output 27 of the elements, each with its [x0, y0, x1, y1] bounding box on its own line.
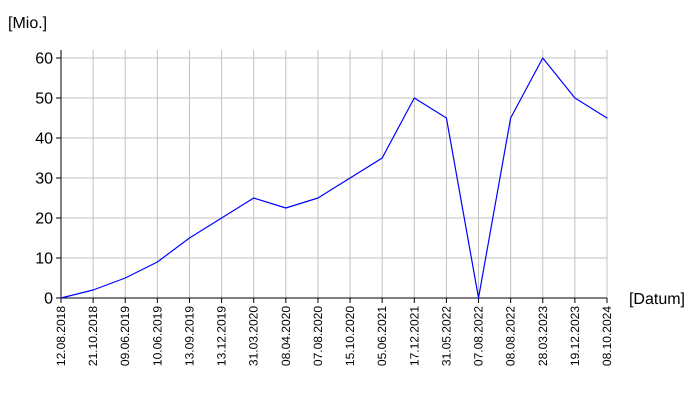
x-tick-label: 31.03.2020	[246, 306, 261, 366]
y-tick-label: 0	[44, 290, 54, 308]
y-tick-label: 50	[35, 90, 54, 108]
x-tick-label: 19.12.2023	[568, 306, 582, 366]
y-tick-label: 10	[35, 250, 54, 268]
y-tick-label: 30	[35, 170, 54, 188]
x-tick-label: 17.12.2021	[407, 306, 422, 366]
x-tick-label: 31.05.2022	[439, 306, 454, 366]
x-tick-label: 12.08.2018	[54, 306, 68, 366]
x-tick-label: 07.08.2020	[310, 306, 325, 366]
x-axis-title: [Datum]	[628, 291, 685, 308]
x-tick-label: 15.10.2020	[343, 306, 358, 366]
x-tick-label: 08.04.2020	[278, 306, 293, 366]
x-tick-label: 09.06.2019	[118, 306, 132, 366]
x-tick-label: 05.06.2021	[375, 306, 390, 366]
x-tick-label: 28.03.2023	[536, 306, 550, 366]
x-tick-label: 08.10.2024	[600, 306, 614, 366]
x-tick-label: 21.10.2018	[86, 306, 100, 366]
x-tick-label: 13.09.2019	[182, 306, 196, 366]
y-tick-label: 20	[35, 210, 54, 228]
x-tick-label: 07.08.2022	[472, 306, 486, 366]
y-tick-label: 60	[35, 50, 54, 68]
y-tick-label: 40	[35, 130, 54, 148]
y-axis-title: [Mio.]	[8, 15, 48, 32]
x-tick-label: 08.08.2022	[504, 306, 518, 366]
x-tick-label: 10.06.2019	[150, 306, 164, 366]
x-tick-label: 13.12.2019	[214, 306, 229, 366]
